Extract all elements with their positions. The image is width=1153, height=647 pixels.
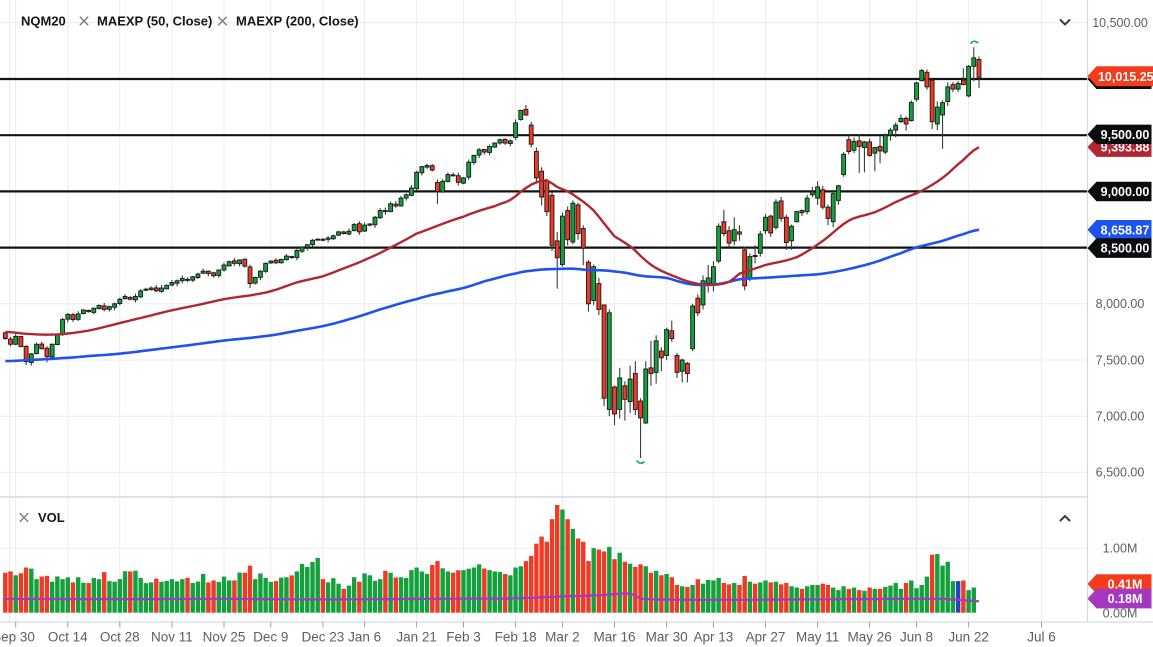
svg-text:8,658.87: 8,658.87 — [1101, 223, 1150, 237]
svg-text:Feb 18: Feb 18 — [495, 630, 537, 645]
svg-text:Apr 27: Apr 27 — [746, 630, 786, 645]
svg-text:Mar 16: Mar 16 — [593, 630, 635, 645]
svg-text:Sep 30: Sep 30 — [0, 630, 35, 645]
svg-text:MAEXP (50, Close): MAEXP (50, Close) — [97, 13, 212, 28]
svg-text:MAEXP (200, Close): MAEXP (200, Close) — [236, 13, 359, 28]
svg-text:6,500.00: 6,500.00 — [1096, 466, 1145, 480]
svg-text:Jun 8: Jun 8 — [900, 630, 933, 645]
svg-text:Jun 22: Jun 22 — [948, 630, 989, 645]
svg-text:9,393.88: 9,393.88 — [1101, 141, 1150, 155]
svg-text:8,000.00: 8,000.00 — [1096, 297, 1145, 311]
svg-text:Oct 28: Oct 28 — [100, 630, 140, 645]
svg-text:0.41M: 0.41M — [1108, 578, 1143, 592]
svg-text:9,500.00: 9,500.00 — [1101, 128, 1150, 142]
svg-text:0.00M: 0.00M — [1103, 606, 1138, 620]
svg-text:Oct 14: Oct 14 — [48, 630, 88, 645]
svg-text:7,500.00: 7,500.00 — [1096, 353, 1145, 367]
svg-text:10,015.25: 10,015.25 — [1098, 70, 1153, 84]
svg-text:Feb 3: Feb 3 — [446, 630, 481, 645]
svg-text:8,500.00: 8,500.00 — [1101, 242, 1150, 256]
svg-text:Apr 13: Apr 13 — [694, 630, 734, 645]
svg-text:Dec 23: Dec 23 — [302, 630, 345, 645]
svg-text:Jan 21: Jan 21 — [396, 630, 437, 645]
svg-text:7,000.00: 7,000.00 — [1096, 410, 1145, 424]
svg-text:Jan 6: Jan 6 — [348, 630, 381, 645]
svg-text:May 26: May 26 — [847, 630, 891, 645]
svg-text:Mar 30: Mar 30 — [646, 630, 688, 645]
svg-text:Nov 11: Nov 11 — [151, 630, 193, 645]
svg-text:Mar 2: Mar 2 — [545, 630, 580, 645]
svg-text:May 11: May 11 — [796, 630, 839, 645]
svg-text:Dec 9: Dec 9 — [253, 630, 288, 645]
svg-text:0.18M: 0.18M — [1108, 592, 1143, 606]
svg-text:Jul 6: Jul 6 — [1027, 630, 1056, 645]
svg-text:NQM20: NQM20 — [21, 13, 66, 28]
svg-text:Nov 25: Nov 25 — [203, 630, 246, 645]
svg-text:VOL: VOL — [38, 510, 65, 525]
svg-text:9,000.00: 9,000.00 — [1101, 185, 1150, 199]
svg-text:1.00M: 1.00M — [1103, 542, 1138, 556]
svg-text:10,500.00: 10,500.00 — [1092, 16, 1148, 30]
